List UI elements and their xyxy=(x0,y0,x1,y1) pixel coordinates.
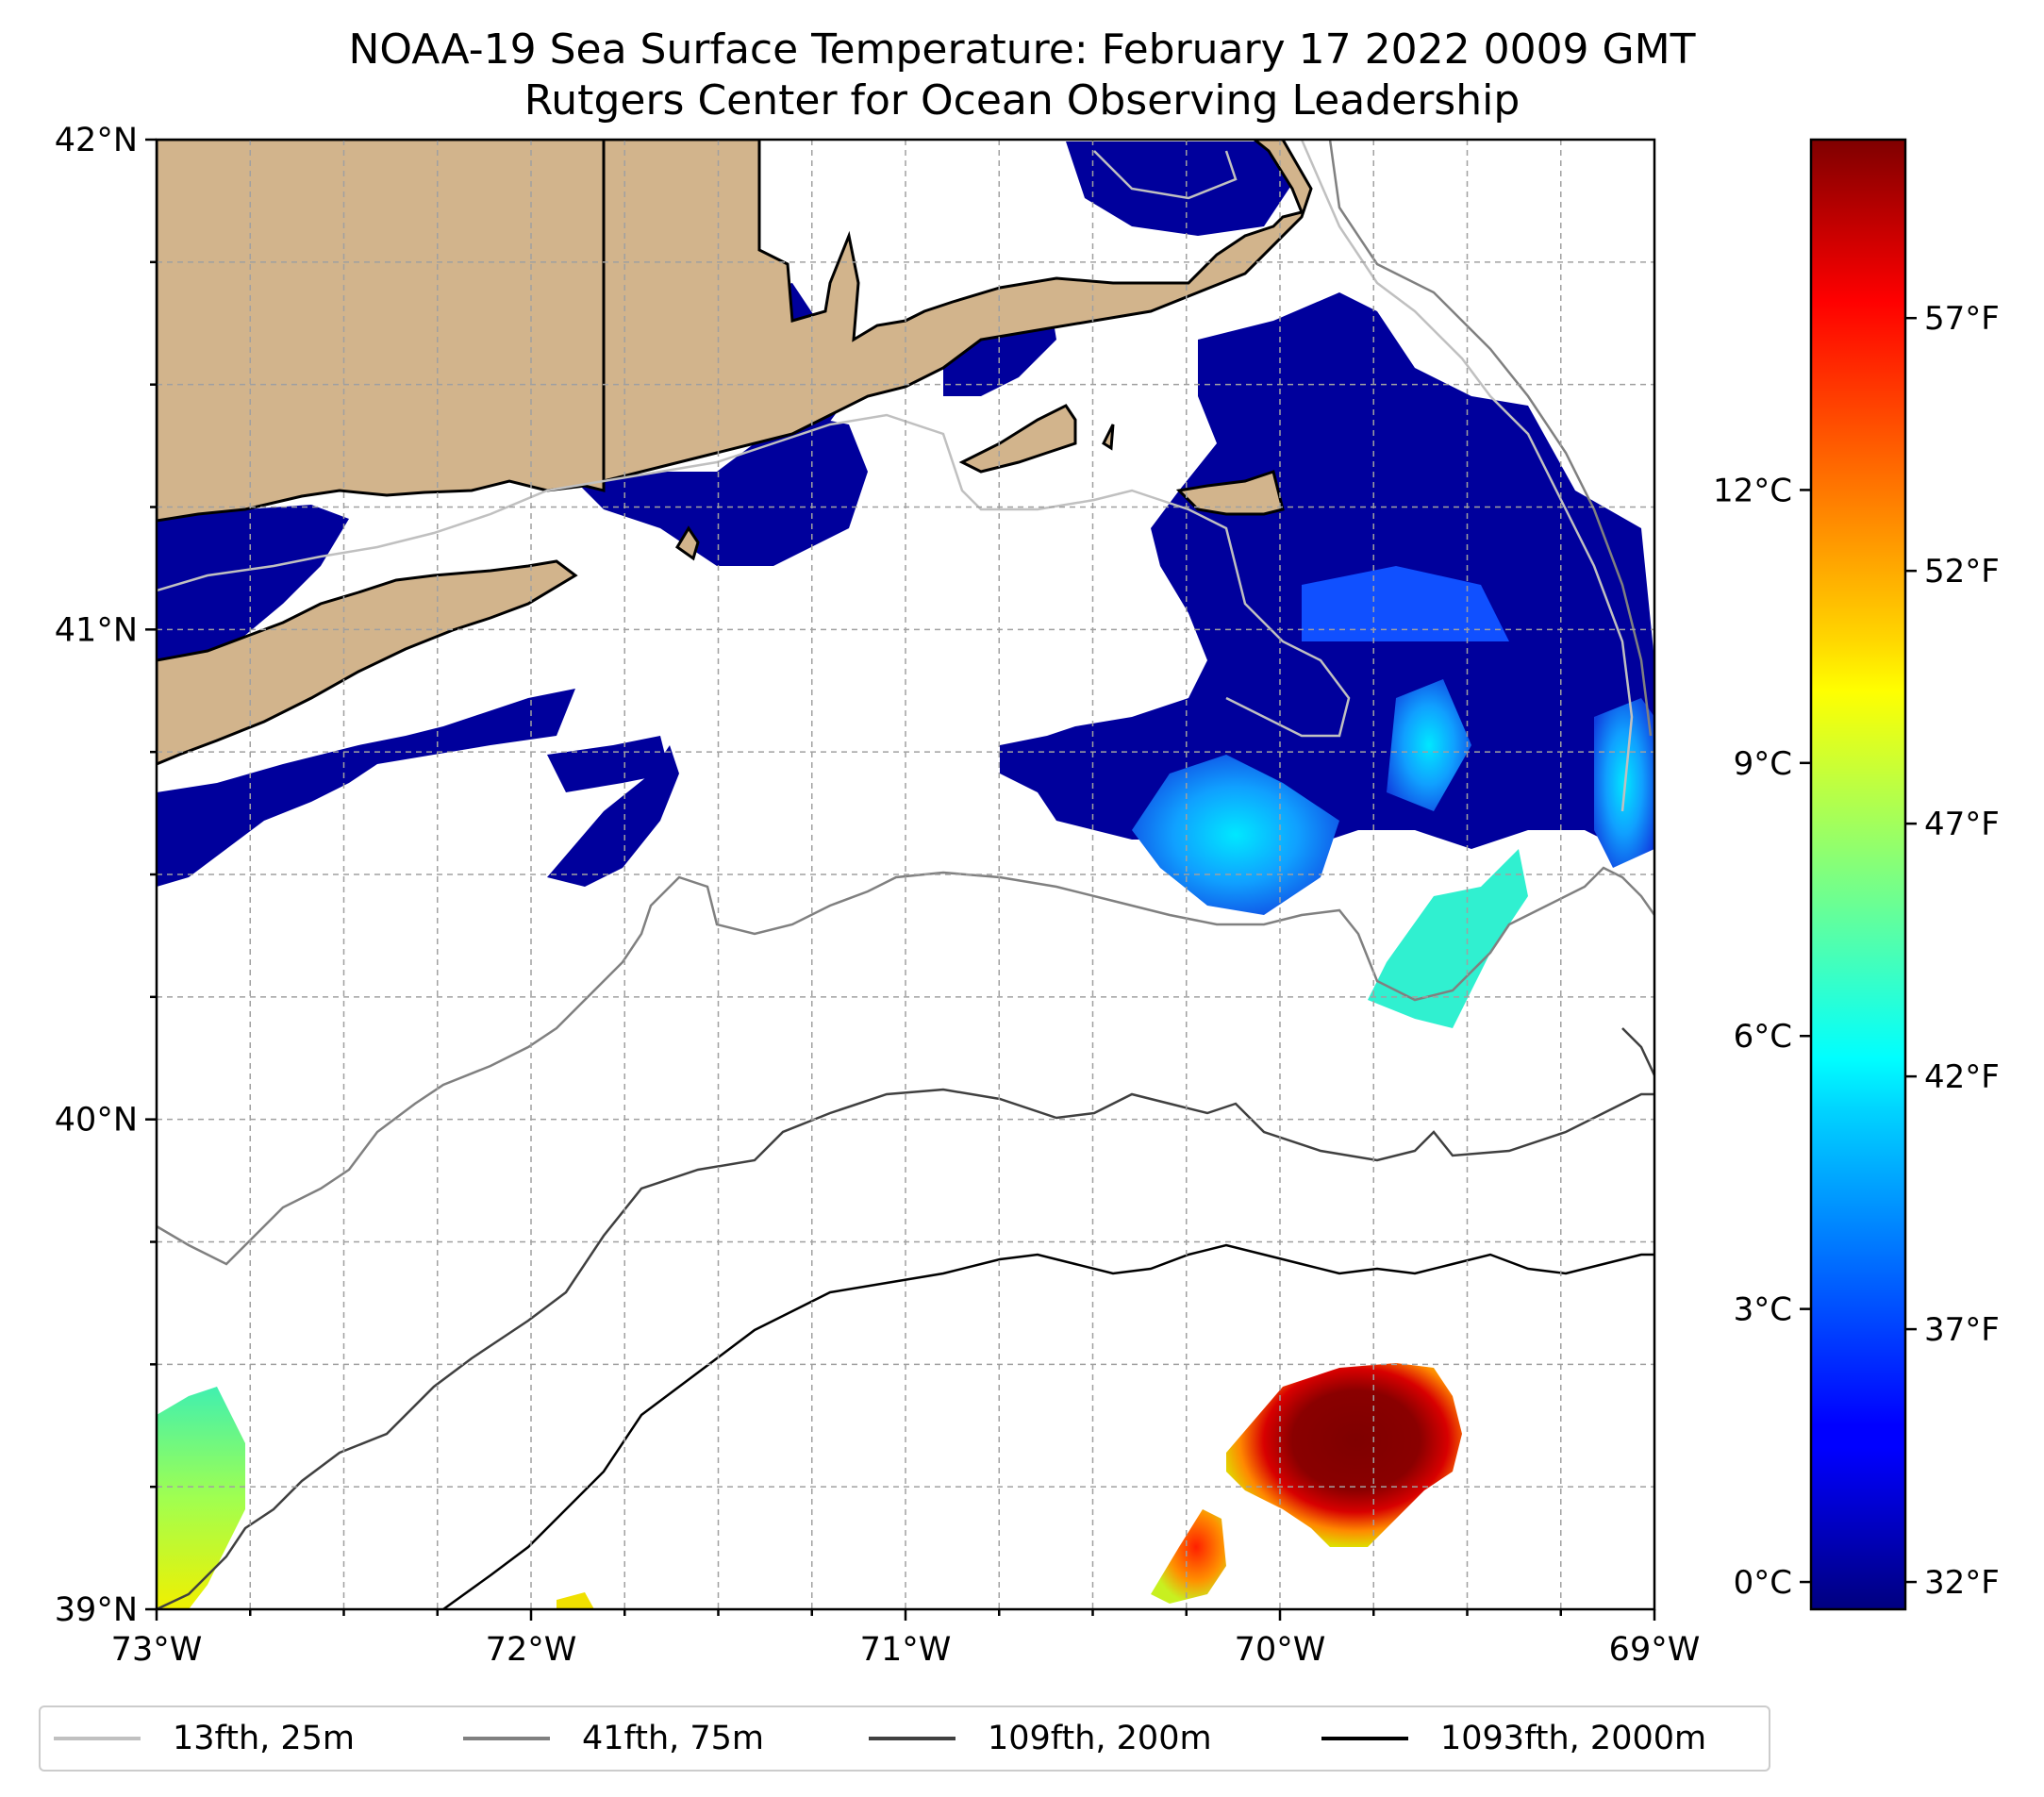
colorbar-f-label: 32°F xyxy=(1924,1564,2000,1602)
sst-cold-region-shelf-patch xyxy=(547,745,679,887)
legend-label-2000m: 1093fth, 2000m xyxy=(1440,1720,1707,1757)
land-nantucket xyxy=(1175,470,1285,516)
isobath-legend: 13fth, 25m 41fth, 75m 109fth, 200m 1093f… xyxy=(39,1705,1770,1772)
x-tick-label: 69°W xyxy=(1609,1631,1701,1669)
legend-label-200m: 109fth, 200m xyxy=(988,1720,1212,1757)
y-tick-label: 42°N xyxy=(55,122,138,159)
colorbar-axes: 0°C 3°C 6°C 9°C 12°C 32°F 37°F 42°F 47°F 52°F 57°F xyxy=(1713,300,2000,1602)
sst-cold-region-block-island xyxy=(575,415,868,566)
sst-warm-sw-patch xyxy=(157,1387,245,1609)
isobath-25m xyxy=(157,413,1351,738)
legend-item-25m: 13fth, 25m xyxy=(54,1707,355,1770)
land-layer xyxy=(157,140,1313,766)
land-elizabeth-islands xyxy=(1102,424,1115,451)
isobath-2000m xyxy=(442,1243,1654,1609)
sst-cool-region-se xyxy=(1387,679,1471,811)
colorbar-c-label: 3°C xyxy=(1734,1291,1792,1329)
colorbar-f-label: 37°F xyxy=(1924,1311,2000,1349)
isobath-25m-north xyxy=(1300,140,1634,812)
legend-swatch-2000m xyxy=(1321,1737,1408,1740)
legend-swatch-75m xyxy=(463,1737,550,1740)
land-long-island xyxy=(157,559,578,766)
x-tick-label: 71°W xyxy=(860,1631,952,1669)
colorbar-f-label: 42°F xyxy=(1924,1058,2000,1096)
legend-item-2000m: 1093fth, 2000m xyxy=(1321,1707,1706,1770)
isobath-layer xyxy=(157,140,1654,1609)
land-ri-ma xyxy=(602,140,1313,483)
sst-cool-region-shelf-edge xyxy=(1368,849,1528,1028)
sst-cold-region-south-li xyxy=(157,689,575,887)
map-title: NOAA-19 Sea Surface Temperature: Februar… xyxy=(348,25,1696,74)
colorbar-f-label: 52°F xyxy=(1924,553,2000,591)
y-tick-label: 39°N xyxy=(55,1591,138,1629)
colorbar-f-label: 57°F xyxy=(1924,300,2000,338)
isobath-25m-capecod xyxy=(1093,150,1238,200)
legend-item-75m: 41fth, 75m xyxy=(463,1707,764,1770)
sst-warm-small-patch xyxy=(1151,1509,1226,1604)
colorbar-f-label: 47°F xyxy=(1924,806,2000,843)
y-tick-label: 40°N xyxy=(55,1102,138,1140)
isobath-200m xyxy=(157,1088,1654,1609)
x-tick-label: 70°W xyxy=(1235,1631,1326,1669)
sst-data-layer xyxy=(157,141,1654,1609)
land-block-island xyxy=(674,525,700,561)
y-tick-label: 41°N xyxy=(55,611,138,649)
colorbar-gradient xyxy=(1809,138,1907,1611)
isobath-75m-north xyxy=(1328,140,1653,737)
isobath-75m xyxy=(157,866,1654,1266)
colorbar-c-label: 6°C xyxy=(1734,1018,1792,1056)
legend-swatch-200m xyxy=(869,1737,956,1740)
map-subtitle: Rutgers Center for Ocean Observing Leade… xyxy=(523,76,1521,125)
colorbar-c-label: 9°C xyxy=(1734,745,1792,783)
sst-warm-tiny-patch xyxy=(557,1592,594,1609)
sst-cold-region-li-sound xyxy=(157,491,349,665)
sst-warm-eddy xyxy=(1226,1363,1462,1547)
colorbar-c-label: 12°C xyxy=(1713,472,1792,509)
land-mainland xyxy=(157,140,606,523)
x-tick-label: 73°W xyxy=(111,1631,203,1669)
sst-cold-region-offshore-patch xyxy=(547,736,670,792)
isobath-200m-east xyxy=(1621,1027,1654,1076)
colorbar-c-label: 0°C xyxy=(1734,1564,1792,1602)
sst-cold-region-capecod-bay xyxy=(1066,141,1302,236)
legend-item-200m: 109fth, 200m xyxy=(869,1707,1212,1770)
sst-cold-region-nantucket xyxy=(1000,292,1654,849)
axes: 73°W 72°W 71°W 70°W 69°W 42°N 41°N 40°N 39°N xyxy=(55,122,1701,1669)
legend-label-75m: 41fth, 75m xyxy=(582,1720,765,1757)
sst-cool-region-central xyxy=(1302,566,1509,641)
x-tick-label: 72°W xyxy=(486,1631,577,1669)
legend-swatch-25m xyxy=(54,1737,141,1740)
legend-label-25m: 13fth, 25m xyxy=(173,1720,356,1757)
